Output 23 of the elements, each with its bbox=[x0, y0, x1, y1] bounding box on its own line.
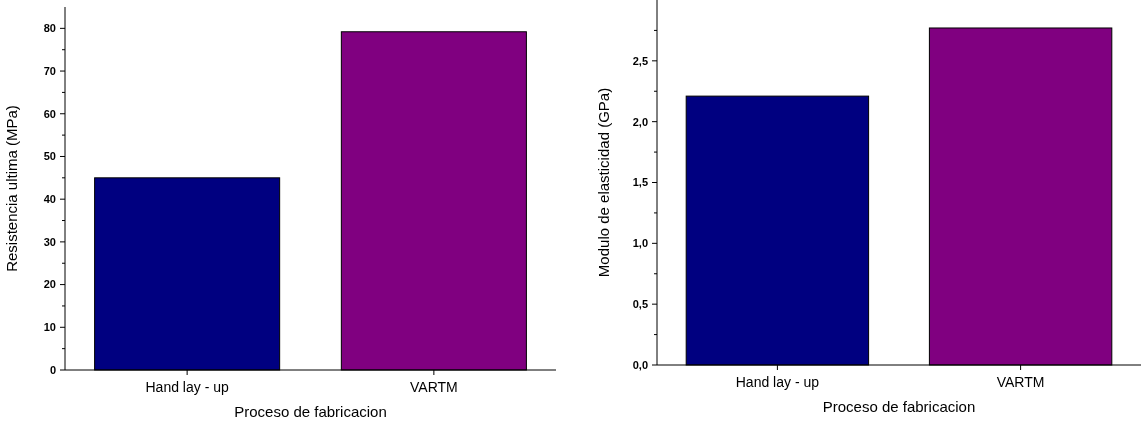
x-tick-label: Hand lay - up bbox=[735, 374, 820, 390]
y-tick-label: 80 bbox=[43, 22, 56, 35]
x-tick-label: VARTM bbox=[996, 374, 1045, 390]
y-tick-label: 50 bbox=[43, 150, 56, 163]
y-tick-label: 20 bbox=[43, 278, 56, 291]
y-tick-label: 1,0 bbox=[632, 237, 648, 250]
y-tick-label: 2,0 bbox=[632, 115, 648, 128]
y-tick-label: 0,5 bbox=[632, 298, 648, 311]
y-tick-label: 40 bbox=[43, 193, 56, 206]
y-tick-label: 2,5 bbox=[632, 54, 648, 67]
x-tick-label: VARTM bbox=[410, 379, 458, 395]
y-tick-label: 10 bbox=[43, 321, 56, 334]
y-tick-label: 30 bbox=[43, 235, 56, 248]
y-tick-label: 0,0 bbox=[632, 358, 648, 371]
y-tick-label: 70 bbox=[43, 64, 56, 77]
y-tick-label: 1,5 bbox=[632, 176, 648, 189]
y-tick-label: 0 bbox=[49, 363, 56, 376]
y-axis-title: Modulo de elasticidad (GPa) bbox=[595, 87, 612, 278]
x-axis-title: Proceso de fabricacion bbox=[822, 398, 976, 415]
x-tick-label: Hand lay - up bbox=[145, 379, 229, 395]
x-axis-title: Proceso de fabricacion bbox=[234, 403, 387, 420]
y-axis-title: Resistencia ultima (MPa) bbox=[3, 105, 20, 272]
y-tick-label: 60 bbox=[43, 107, 56, 120]
